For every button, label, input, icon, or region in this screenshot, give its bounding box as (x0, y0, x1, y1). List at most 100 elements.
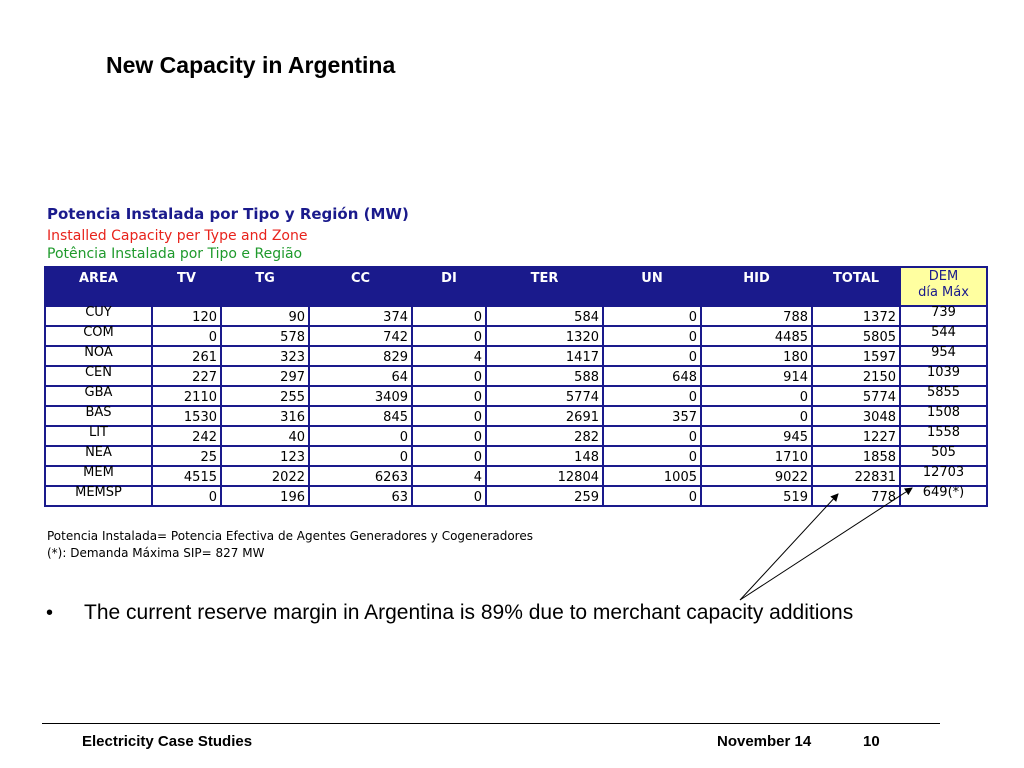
value-cell: 148 (485, 445, 604, 467)
table-caption-portuguese: Potência Instalada por Tipo e Região (47, 246, 303, 262)
value-cell: 0 (602, 305, 702, 327)
value-cell: 242 (151, 425, 222, 447)
value-cell: 788 (700, 305, 813, 327)
area-cell: NEA (44, 445, 153, 467)
value-cell: 120 (151, 305, 222, 327)
header-dem-line2: día Máx (918, 285, 969, 300)
table-row: LIT 242 40 0 0 282 0 945 1227 1558 (44, 425, 988, 447)
value-cell: 0 (308, 425, 413, 447)
value-cell: 914 (700, 365, 813, 387)
dem-cell: 649(*) (899, 485, 988, 507)
value-cell: 4515 (151, 465, 222, 487)
area-cell: CEN (44, 365, 153, 387)
value-cell: 0 (602, 345, 702, 367)
value-cell: 829 (308, 345, 413, 367)
value-cell: 180 (700, 345, 813, 367)
dem-cell: 1508 (899, 405, 988, 427)
header-di: DI (411, 266, 487, 307)
capacity-table: AREA TV TG CC DI TER UN HID TOTAL DEM dí… (44, 266, 988, 507)
table-header-row: AREA TV TG CC DI TER UN HID TOTAL DEM dí… (44, 266, 988, 307)
table-row: MEM 4515 2022 6263 4 12804 1005 9022 22831 12703 (44, 465, 988, 487)
dem-cell: 12703 (899, 465, 988, 487)
value-cell: 588 (485, 365, 604, 387)
value-cell: 0 (602, 325, 702, 347)
value-cell: 5805 (811, 325, 901, 347)
table-caption-english: Installed Capacity per Type and Zone (47, 228, 308, 244)
value-cell: 357 (602, 405, 702, 427)
header-ter: TER (485, 266, 604, 307)
table-row: COM 0 578 742 0 1320 0 4485 5805 544 (44, 325, 988, 347)
value-cell: 9022 (700, 465, 813, 487)
value-cell: 25 (151, 445, 222, 467)
table-row: CEN 227 297 64 0 588 648 914 2150 1039 (44, 365, 988, 387)
area-cell: MEMSP (44, 485, 153, 507)
dem-cell: 1039 (899, 365, 988, 387)
value-cell: 5774 (811, 385, 901, 407)
value-cell: 1005 (602, 465, 702, 487)
value-cell: 0 (411, 405, 487, 427)
value-cell: 4485 (700, 325, 813, 347)
footnote-definition: Potencia Instalada= Potencia Efectiva de… (47, 529, 533, 543)
value-cell: 259 (485, 485, 604, 507)
table-row: GBA 2110 255 3409 0 5774 0 0 5774 5855 (44, 385, 988, 407)
value-cell: 123 (220, 445, 310, 467)
table-caption-spanish: Potencia Instalada por Tipo y Región (MW… (47, 205, 409, 223)
dem-cell: 739 (899, 305, 988, 327)
dem-cell: 505 (899, 445, 988, 467)
value-cell: 1417 (485, 345, 604, 367)
value-cell: 1597 (811, 345, 901, 367)
value-cell: 648 (602, 365, 702, 387)
value-cell: 196 (220, 485, 310, 507)
value-cell: 63 (308, 485, 413, 507)
value-cell: 0 (411, 305, 487, 327)
value-cell: 0 (411, 425, 487, 447)
area-cell: GBA (44, 385, 153, 407)
value-cell: 22831 (811, 465, 901, 487)
value-cell: 0 (151, 325, 222, 347)
arrow-to-total (739, 493, 839, 601)
area-cell: CUY (44, 305, 153, 327)
dem-cell: 5855 (899, 385, 988, 407)
value-cell: 945 (700, 425, 813, 447)
value-cell: 316 (220, 405, 310, 427)
header-tg: TG (220, 266, 310, 307)
value-cell: 12804 (485, 465, 604, 487)
value-cell: 1710 (700, 445, 813, 467)
footnote-demand: (*): Demanda Máxima SIP= 827 MW (47, 546, 265, 560)
value-cell: 0 (602, 425, 702, 447)
table-row: MEMSP 0 196 63 0 259 0 519 778 649(*) (44, 485, 988, 507)
value-cell: 742 (308, 325, 413, 347)
table-row: CUY 120 90 374 0 584 0 788 1372 739 (44, 305, 988, 327)
dem-cell: 1558 (899, 425, 988, 447)
value-cell: 323 (220, 345, 310, 367)
value-cell: 64 (308, 365, 413, 387)
value-cell: 778 (811, 485, 901, 507)
value-cell: 0 (602, 385, 702, 407)
value-cell: 0 (411, 365, 487, 387)
table-body: CUY 120 90 374 0 584 0 788 1372 739 COM 0 578 742 0 132… (44, 305, 988, 507)
value-cell: 0 (602, 485, 702, 507)
table-row: NEA 25 123 0 0 148 0 1710 1858 505 (44, 445, 988, 467)
page-number: 10 (863, 733, 880, 750)
value-cell: 519 (700, 485, 813, 507)
area-cell: BAS (44, 405, 153, 427)
bullet-marker: • (46, 602, 54, 624)
header-tv: TV (151, 266, 222, 307)
value-cell: 1372 (811, 305, 901, 327)
value-cell: 0 (151, 485, 222, 507)
area-cell: COM (44, 325, 153, 347)
value-cell: 845 (308, 405, 413, 427)
value-cell: 297 (220, 365, 310, 387)
value-cell: 2022 (220, 465, 310, 487)
header-total: TOTAL (811, 266, 901, 307)
value-cell: 0 (700, 385, 813, 407)
value-cell: 2110 (151, 385, 222, 407)
value-cell: 0 (411, 325, 487, 347)
value-cell: 282 (485, 425, 604, 447)
value-cell: 2691 (485, 405, 604, 427)
value-cell: 3048 (811, 405, 901, 427)
area-cell: NOA (44, 345, 153, 367)
table-row: BAS 1530 316 845 0 2691 357 0 3048 1508 (44, 405, 988, 427)
value-cell: 1320 (485, 325, 604, 347)
footer-title: Electricity Case Studies (82, 733, 253, 750)
